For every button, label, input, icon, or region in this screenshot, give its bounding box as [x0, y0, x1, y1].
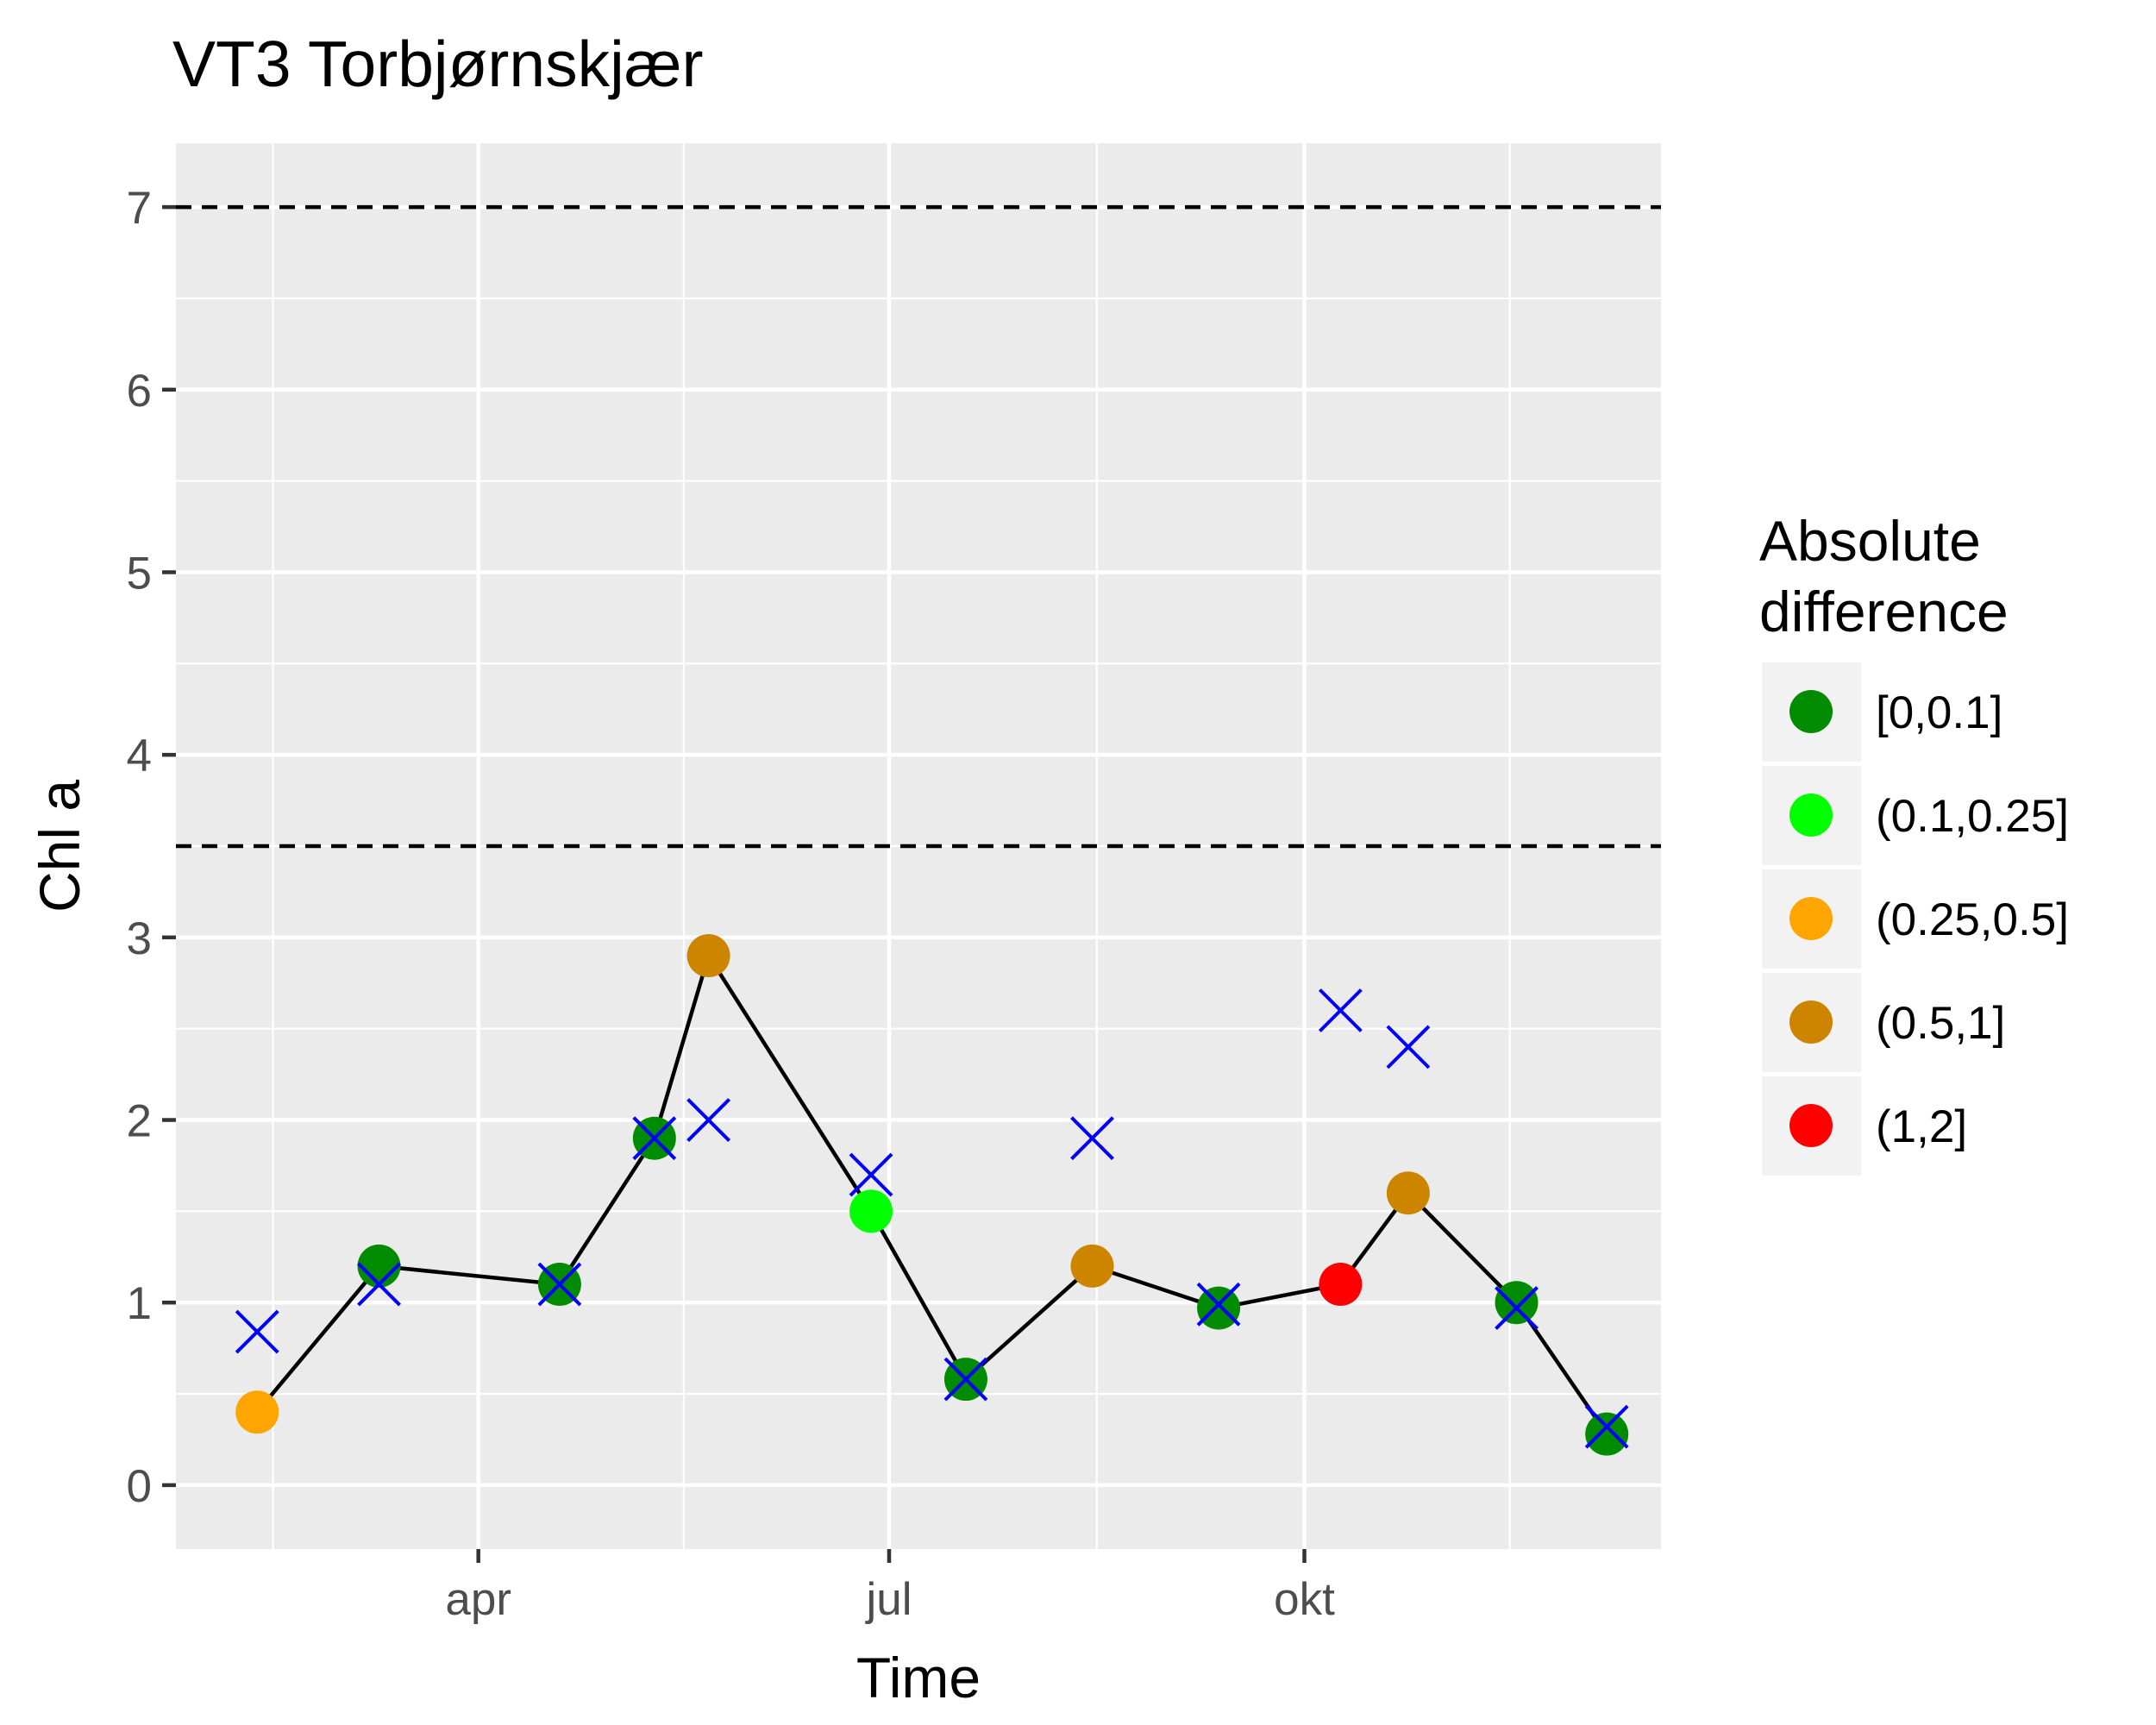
x-tick-label: jul	[864, 1574, 912, 1625]
y-tick-label: 5	[127, 548, 152, 599]
cross-marker	[632, 1116, 677, 1161]
data-point	[686, 934, 730, 978]
cross-marker	[943, 1357, 988, 1402]
cross-marker	[1318, 988, 1363, 1032]
cross-marker	[849, 1152, 893, 1197]
grid-major	[176, 143, 1661, 1549]
legend-swatch	[1789, 690, 1833, 733]
cross-marker	[537, 1262, 582, 1307]
cross-marker	[357, 1262, 401, 1307]
data-point	[1070, 1244, 1114, 1288]
y-tick-label: 1	[127, 1278, 152, 1329]
y-tick-label: 4	[127, 731, 152, 781]
data-point	[235, 1390, 279, 1434]
y-axis-title: Chl a	[28, 780, 91, 913]
legend: Absolute difference [0,0.1] (0.1,0.25] (0.25…	[1759, 509, 2069, 1176]
data-point	[357, 1244, 401, 1288]
legend-title: Absolute	[1759, 509, 1981, 573]
legend-swatch	[1789, 897, 1833, 940]
data-point	[1386, 1171, 1430, 1215]
legend-swatch	[1789, 1104, 1833, 1147]
cross-marker	[1386, 1025, 1431, 1070]
legend-title: difference	[1759, 580, 2009, 643]
y-tick-label: 2	[127, 1096, 152, 1147]
x-tick-label: apr	[445, 1574, 511, 1625]
y-tick-label: 6	[127, 366, 152, 417]
legend-swatch	[1789, 1000, 1833, 1044]
legend-label: (0.1,0.25]	[1876, 791, 2069, 842]
data-point	[1495, 1281, 1539, 1325]
chart-title: VT3 Torbjørnskjær	[172, 28, 703, 100]
y-axis: 0 1 2 3 4 5 6 7	[127, 183, 176, 1512]
cross-marker	[686, 1098, 731, 1142]
data-point	[849, 1189, 893, 1233]
reference-lines	[176, 204, 1661, 849]
cross-marker	[1584, 1404, 1629, 1449]
legend-label: (0.25,0.5]	[1876, 894, 2069, 945]
y-tick-label: 3	[127, 913, 152, 964]
y-tick-label: 0	[127, 1461, 152, 1512]
legend-label: (1,2]	[1876, 1101, 1967, 1152]
legend-label: (0.5,1]	[1876, 998, 2005, 1049]
cross-marker	[235, 1309, 279, 1354]
cross-marker	[1495, 1286, 1539, 1330]
x-axis: apr jul okt	[445, 1549, 1335, 1625]
x-tick-label: okt	[1274, 1574, 1335, 1625]
data-point	[1585, 1412, 1629, 1456]
y-tick-label: 7	[127, 183, 152, 234]
legend-label: [0,0.1]	[1876, 687, 2002, 738]
series-crosses	[235, 988, 1629, 1449]
data-point	[1319, 1263, 1363, 1307]
legend-swatch	[1789, 794, 1833, 837]
data-point	[1197, 1286, 1241, 1330]
x-axis-title: Time	[856, 1646, 981, 1709]
cross-marker	[1070, 1116, 1114, 1161]
cross-marker	[1196, 1282, 1241, 1327]
